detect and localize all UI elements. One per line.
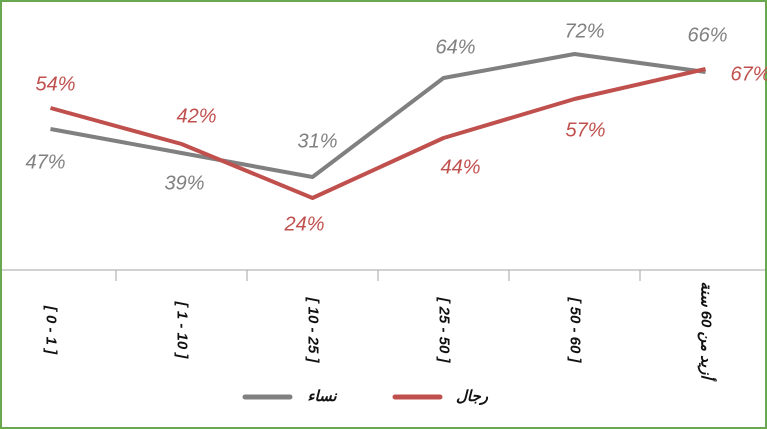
x-tick-label: [ 50 - 60 ] [567,296,584,363]
x-tick-label: [ 0 - 1 ] [43,305,60,355]
data-label: 24% [283,213,324,235]
data-label: 39% [164,172,204,194]
data-label: 44% [440,156,480,178]
data-label: 66% [687,24,727,46]
data-label: 57% [565,119,605,141]
x-tick-label: أزيد من 60 سنة [698,281,718,382]
legend-label: نساء [307,388,337,405]
data-label: 47% [25,151,65,173]
data-label: 54% [35,73,75,95]
data-label: 72% [564,20,604,42]
series-line [49,67,706,200]
data-label: 31% [297,130,337,152]
series-line [50,52,706,179]
x-tick-label: [ 10 - 25 ] [305,296,322,363]
x-tick-label: [ 25 - 50 ] [436,296,453,363]
data-label: 42% [176,105,216,127]
data-label: 67% [730,63,767,85]
legend-label: رجال [456,388,489,405]
x-tick-label: [ 1 - 10 ] [174,301,191,360]
data-label: 64% [435,36,475,58]
